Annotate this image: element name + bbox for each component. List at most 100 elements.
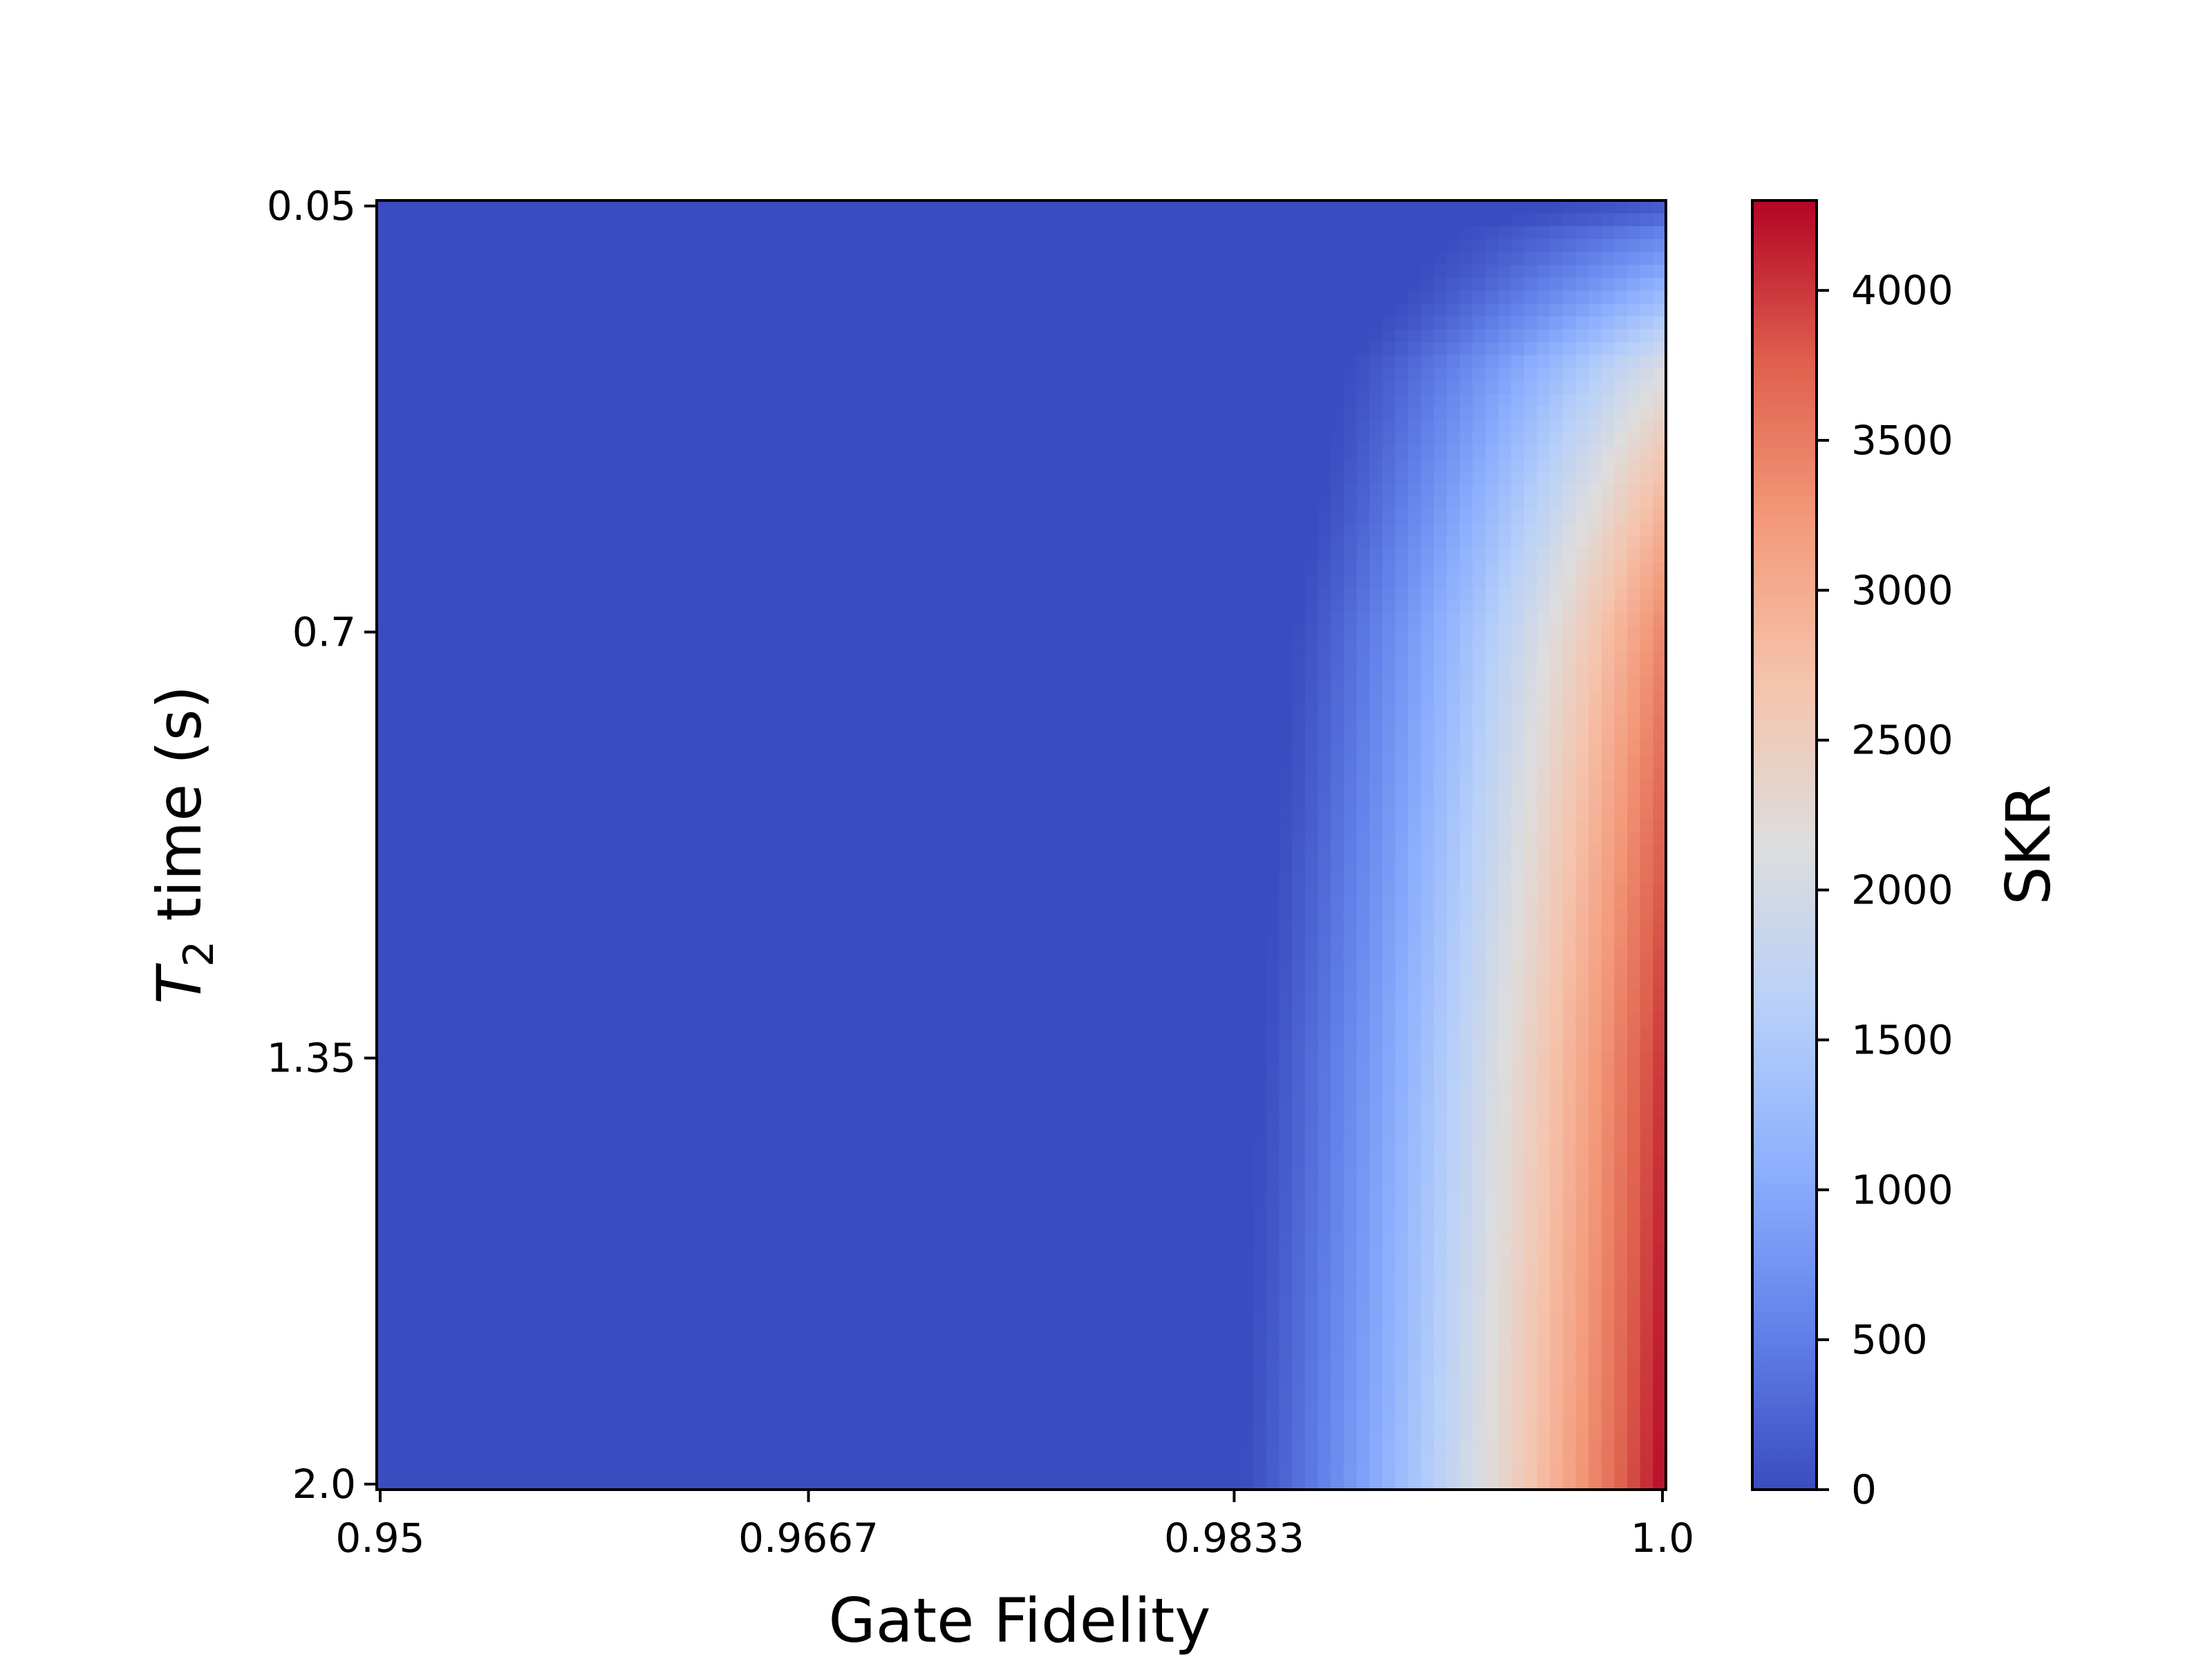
heatmap-cell xyxy=(854,381,868,395)
heatmap-cell xyxy=(892,690,906,704)
heatmap-cell xyxy=(1240,703,1254,717)
heatmap-cell xyxy=(621,587,635,601)
heatmap-cell xyxy=(1550,806,1564,820)
heatmap-cell xyxy=(1382,458,1396,472)
heatmap-cell xyxy=(699,252,713,265)
heatmap-cell xyxy=(1304,226,1319,240)
heatmap-cell xyxy=(1472,329,1486,343)
heatmap-cell xyxy=(724,381,738,395)
heatmap-cell xyxy=(1421,742,1434,756)
heatmap-cell xyxy=(441,458,455,472)
heatmap-cell xyxy=(1369,639,1383,653)
heatmap-cell xyxy=(1382,355,1396,369)
heatmap-cell xyxy=(1524,238,1538,253)
heatmap-cell xyxy=(1343,393,1357,407)
heatmap-cell xyxy=(1112,290,1125,304)
heatmap-cell xyxy=(750,303,765,317)
heatmap-cell xyxy=(995,509,1009,523)
heatmap-cell xyxy=(1601,432,1615,446)
heatmap-cell xyxy=(608,368,622,382)
heatmap-cell xyxy=(557,420,571,433)
heatmap-cell xyxy=(1550,277,1564,292)
heatmap-cell xyxy=(1163,458,1177,472)
heatmap-cell xyxy=(918,587,932,601)
heatmap-cell xyxy=(1550,368,1564,382)
heatmap-cell xyxy=(596,471,610,485)
heatmap-cell xyxy=(802,780,816,794)
heatmap-cell xyxy=(1562,226,1577,240)
heatmap-cell xyxy=(544,535,558,550)
heatmap-cell xyxy=(724,574,738,588)
heatmap-cell xyxy=(1176,600,1190,614)
heatmap-cell xyxy=(1550,651,1564,665)
heatmap-cell xyxy=(1434,381,1447,395)
heatmap-cell xyxy=(1331,742,1344,756)
heatmap-cell xyxy=(673,393,687,407)
heatmap-cell xyxy=(531,509,545,523)
heatmap-cell xyxy=(1124,832,1138,846)
heatmap-cell xyxy=(1292,819,1306,833)
heatmap-cell xyxy=(1227,535,1241,550)
heatmap-cell xyxy=(738,213,751,227)
heatmap-cell xyxy=(776,523,790,536)
heatmap-cell xyxy=(1537,716,1550,730)
heatmap-cell xyxy=(1459,213,1473,227)
heatmap-cell xyxy=(1073,574,1087,588)
heatmap-cell xyxy=(995,381,1009,395)
heatmap-cell xyxy=(402,471,416,485)
heatmap-cell xyxy=(1008,639,1022,653)
heatmap-cell xyxy=(1292,213,1306,227)
heatmap-cell xyxy=(1318,368,1331,382)
heatmap-cell xyxy=(1408,509,1422,523)
heatmap-cell xyxy=(763,471,777,485)
heatmap-cell xyxy=(1112,496,1125,511)
heatmap-cell xyxy=(1562,729,1577,742)
heatmap-cell xyxy=(1485,703,1499,717)
heatmap-cell xyxy=(518,213,532,227)
heatmap-cell xyxy=(827,213,841,227)
heatmap-cell xyxy=(608,651,622,665)
heatmap-cell xyxy=(995,793,1009,807)
heatmap-cell xyxy=(480,703,494,717)
heatmap-cell xyxy=(453,420,468,433)
heatmap-cell xyxy=(1524,484,1538,498)
heatmap-cell xyxy=(905,819,919,833)
heatmap-cell xyxy=(1047,471,1061,485)
heatmap-cell xyxy=(647,200,661,214)
heatmap-cell xyxy=(402,238,416,253)
heatmap-cell xyxy=(711,200,726,214)
heatmap-cell xyxy=(1176,612,1190,627)
heatmap-cell xyxy=(802,277,816,292)
heatmap-cell xyxy=(1446,819,1461,833)
heatmap-cell xyxy=(1188,509,1203,523)
heatmap-cell xyxy=(918,716,932,730)
heatmap-cell xyxy=(621,832,635,846)
heatmap-cell xyxy=(930,226,945,240)
heatmap-cell xyxy=(1550,290,1564,304)
heatmap-cell xyxy=(866,819,880,833)
heatmap-cell xyxy=(389,200,403,214)
heatmap-cell xyxy=(918,677,932,691)
heatmap-cell xyxy=(905,496,919,511)
heatmap-cell xyxy=(1073,342,1087,356)
heatmap-cell xyxy=(377,677,391,691)
heatmap-cell xyxy=(1150,793,1164,807)
heatmap-cell xyxy=(1343,406,1357,420)
heatmap-cell xyxy=(583,509,597,523)
heatmap-cell xyxy=(982,574,996,588)
heatmap-cell xyxy=(518,677,532,691)
heatmap-cell xyxy=(738,561,751,575)
heatmap-cell xyxy=(1485,432,1499,446)
heatmap-cell xyxy=(1266,574,1280,588)
heatmap-cell xyxy=(621,612,635,627)
heatmap-cell xyxy=(1085,574,1099,588)
heatmap-cell xyxy=(995,290,1009,304)
heatmap-cell xyxy=(815,561,829,575)
heatmap-cell xyxy=(918,496,932,511)
heatmap-cell xyxy=(1227,368,1241,382)
heatmap-cell xyxy=(428,832,442,846)
heatmap-cell xyxy=(1356,742,1370,756)
heatmap-cell xyxy=(467,238,480,253)
heatmap-cell xyxy=(1047,742,1061,756)
heatmap-cell xyxy=(841,754,854,769)
